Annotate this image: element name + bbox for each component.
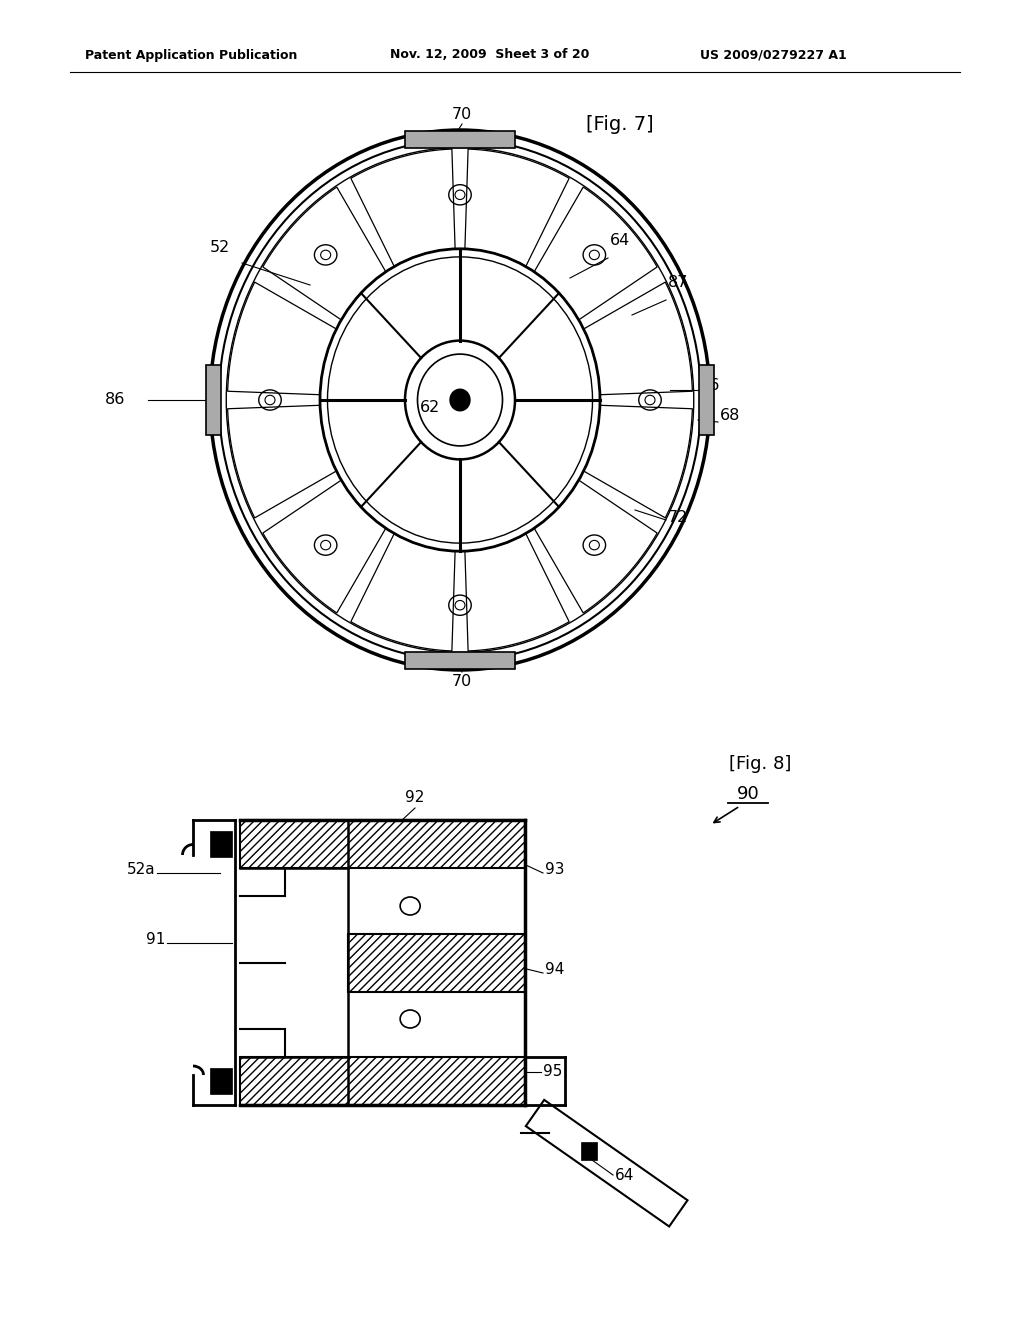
Ellipse shape — [450, 389, 470, 411]
Text: 70: 70 — [452, 107, 472, 121]
Text: 52a: 52a — [126, 862, 155, 878]
Text: 86: 86 — [105, 392, 125, 408]
Bar — [210, 1068, 232, 1094]
Text: 90: 90 — [736, 785, 760, 803]
Text: 64: 64 — [615, 1167, 635, 1183]
Text: 64: 64 — [610, 234, 630, 248]
Text: 92: 92 — [406, 789, 425, 805]
Text: 95: 95 — [543, 1064, 562, 1080]
Text: 94: 94 — [545, 962, 564, 978]
Bar — [406, 652, 515, 669]
Bar — [240, 1057, 525, 1105]
Text: 52: 52 — [210, 240, 230, 255]
Bar — [406, 132, 515, 148]
Text: [Fig. 8]: [Fig. 8] — [729, 755, 792, 774]
Text: [Fig. 7]: [Fig. 7] — [586, 115, 653, 135]
Text: 93: 93 — [545, 862, 564, 878]
Text: 70: 70 — [452, 675, 472, 689]
Text: 68: 68 — [720, 408, 740, 422]
Text: 87: 87 — [668, 275, 688, 290]
Text: US 2009/0279227 A1: US 2009/0279227 A1 — [700, 49, 847, 62]
Text: 62: 62 — [420, 400, 440, 416]
Bar — [240, 820, 525, 869]
Text: 72: 72 — [668, 511, 688, 525]
Text: Patent Application Publication: Patent Application Publication — [85, 49, 297, 62]
Text: 91: 91 — [145, 932, 165, 948]
Text: Nov. 12, 2009  Sheet 3 of 20: Nov. 12, 2009 Sheet 3 of 20 — [390, 49, 590, 62]
Text: 86: 86 — [700, 378, 720, 392]
Bar — [348, 933, 525, 991]
Bar — [210, 832, 232, 857]
Bar — [698, 364, 714, 436]
Bar — [206, 364, 221, 436]
Bar — [582, 1142, 597, 1160]
